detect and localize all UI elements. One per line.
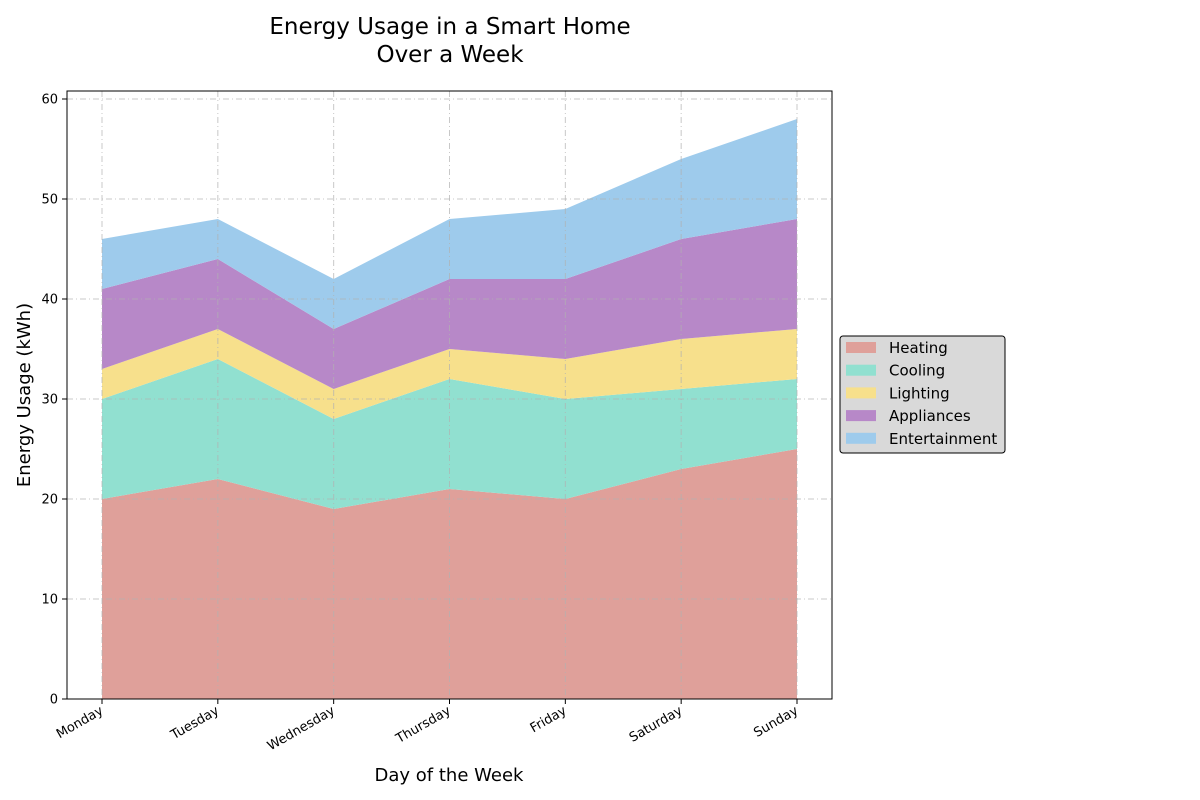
y-tick-label: 30 xyxy=(41,393,58,408)
x-tick-label: Sunday xyxy=(751,703,801,740)
y-axis-ticks: 0 10 20 30 40 50 60 xyxy=(41,93,67,708)
legend-swatch-heating xyxy=(846,342,876,353)
legend-swatch-cooling xyxy=(846,364,876,376)
x-tick-label: Friday xyxy=(528,703,570,736)
x-tick-label: Monday xyxy=(54,703,106,742)
legend-swatch-lighting xyxy=(846,387,876,399)
x-tick-label: Thursday xyxy=(393,703,454,747)
chart-title-line-1: Energy Usage in a Smart Home xyxy=(269,14,630,40)
chart-title: Energy Usage in a Smart Home Over a Week xyxy=(269,14,630,68)
x-tick-label: Tuesday xyxy=(168,703,222,743)
legend-box xyxy=(839,335,1006,454)
legend-label-heating: Heating xyxy=(889,339,948,357)
x-axis-ticks: Monday Tuesday Wednesday Thursday Friday Satu… xyxy=(54,699,801,754)
legend-label-appliances: Appliances xyxy=(889,407,971,425)
x-tick-label: Wednesday xyxy=(265,703,338,754)
legend-swatch-entertainment xyxy=(846,432,876,444)
y-tick-label: 0 xyxy=(50,693,58,708)
y-tick-label: 40 xyxy=(41,293,58,308)
chart-title-line-2: Over a Week xyxy=(376,42,524,68)
legend-label-cooling: Cooling xyxy=(889,362,945,380)
legend-swatch-appliances xyxy=(846,410,876,422)
y-tick-label: 50 xyxy=(41,193,58,208)
legend: Heating Cooling Lighting Appliances Entertai… xyxy=(839,335,1006,454)
legend-label-entertainment: Entertainment xyxy=(889,430,997,448)
y-axis-label: Energy Usage (kWh) xyxy=(14,303,35,487)
y-tick-label: 20 xyxy=(41,493,58,508)
y-tick-label: 10 xyxy=(41,593,58,608)
x-tick-label: Saturday xyxy=(627,703,685,745)
legend-label-lighting: Lighting xyxy=(889,384,950,402)
y-tick-label: 60 xyxy=(41,93,58,108)
x-axis-label: Day of the Week xyxy=(375,765,524,786)
